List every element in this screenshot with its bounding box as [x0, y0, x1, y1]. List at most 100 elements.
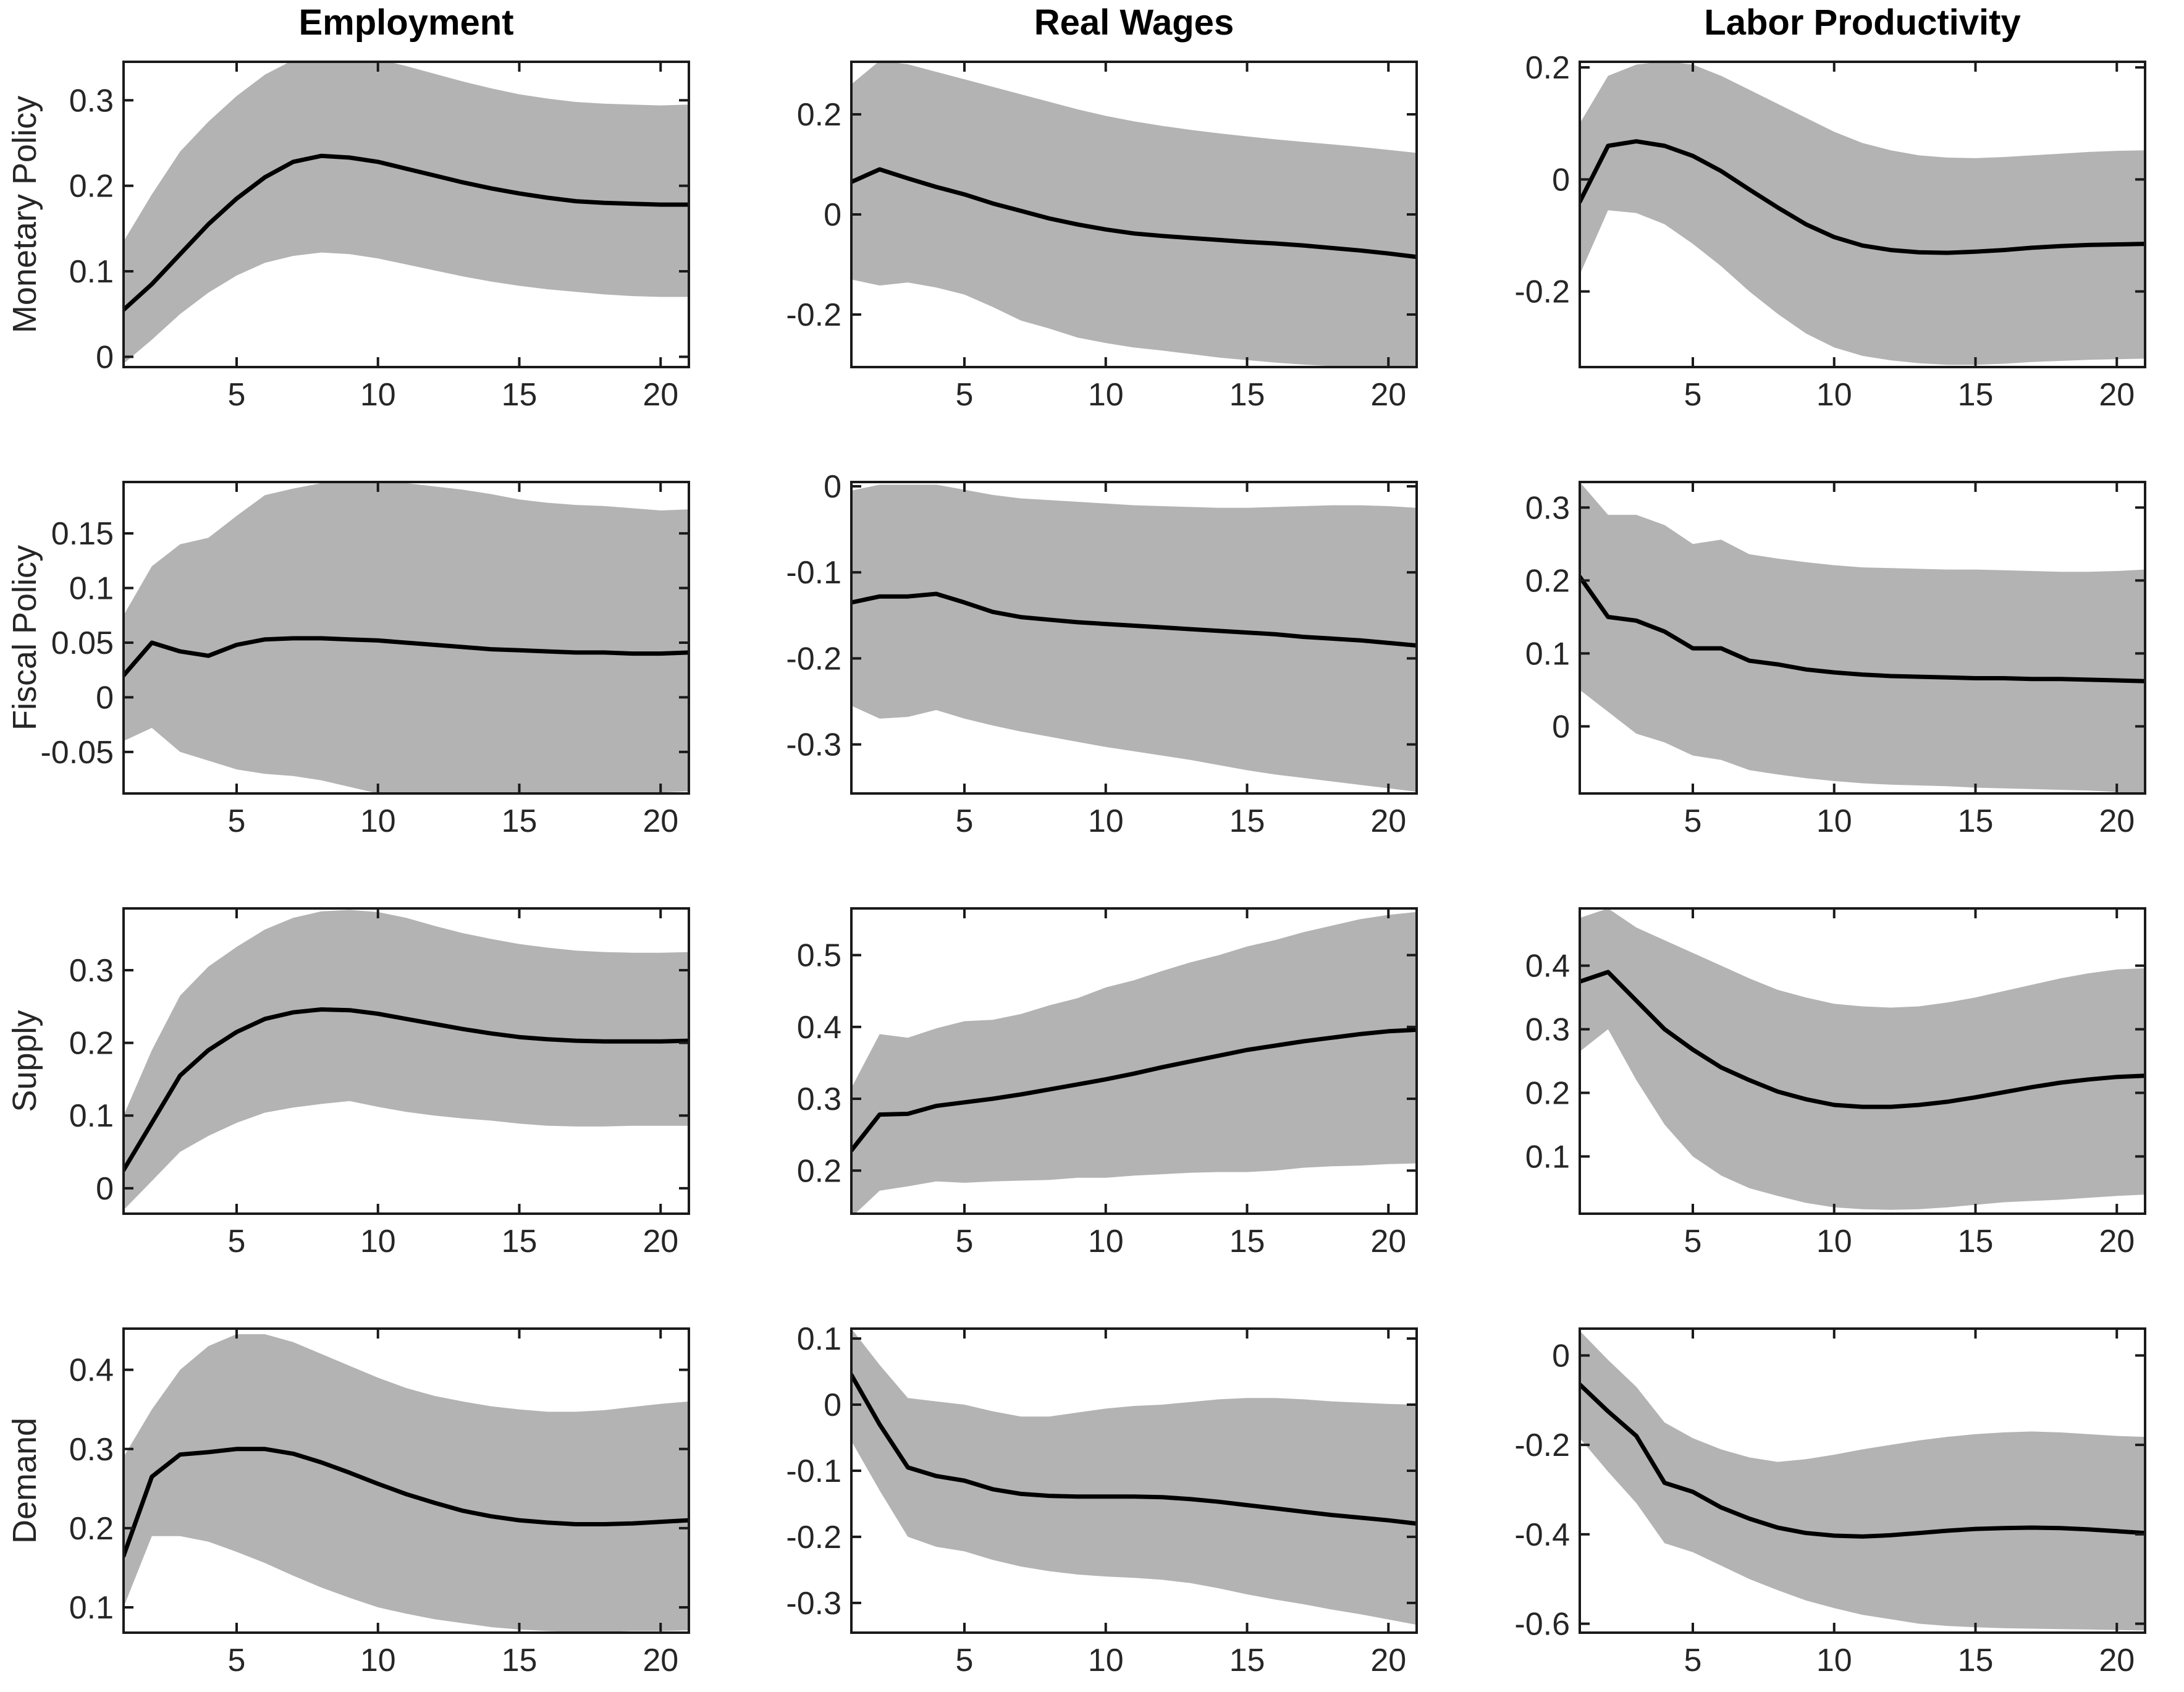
y-axis-tick-label: 0.1	[69, 571, 114, 607]
median-line	[851, 167, 1417, 260]
y-axis-tick-label: -0.3	[786, 1586, 841, 1622]
confidence-band	[124, 1334, 689, 1632]
panel-monetary-policy-labor-productivity: 5 10 15 20 -0.2 0 0.2 Labor Productivity	[1456, 0, 2184, 426]
y-axis-tick-label: 0	[96, 1171, 114, 1207]
x-axis-tick-label: 10	[1816, 803, 1852, 839]
panel-demand-labor-productivity: 5 10 15 20 -0.6 -0.4 -0.2 0	[1456, 1273, 2184, 1692]
axis-box	[1579, 907, 2146, 1215]
y-axis-tick-label: 0.2	[69, 169, 114, 205]
x-axis-tick-label: 20	[1370, 1224, 1406, 1259]
x-axis-tick-label: 5	[956, 1643, 974, 1678]
x-axis-tick-label: 15	[502, 377, 538, 413]
y-axis-tick-label: 0.05	[51, 625, 114, 661]
x-axis-tick-label: 20	[1370, 1643, 1406, 1678]
x-axis-tick-label: 5	[956, 803, 974, 839]
axis-box	[850, 1327, 1418, 1634]
x-axis-tick-label: 15	[1229, 377, 1265, 413]
median-line	[851, 1027, 1417, 1153]
axis-box	[122, 1327, 690, 1634]
panel-monetary-policy-real-wages: 5 10 15 20 -0.2 0 0.2 Real Wages	[728, 0, 1456, 426]
axis-box	[1579, 481, 2146, 795]
median-line	[1580, 970, 2145, 1109]
y-axis-tick-label: 0.3	[69, 1432, 114, 1468]
x-axis-tick-label: 5	[228, 1224, 246, 1259]
row-label: Supply	[6, 1010, 43, 1112]
panel-fiscal-policy-labor-productivity: 5 10 15 20 0 0.1 0.2 0.3	[1456, 426, 2184, 853]
chart-demand-labor-productivity: 5 10 15 20 -0.6 -0.4 -0.2 0	[1514, 1327, 2146, 1678]
row-label: Demand	[6, 1418, 43, 1544]
x-axis-tick-label: 15	[1958, 803, 1994, 839]
chart-fiscal-policy-real-wages: 5 10 15 20 -0.3 -0.2 -0.1 0	[786, 469, 1418, 839]
x-axis-tick-label: 15	[502, 1643, 538, 1678]
chart-demand-real-wages: 5 10 15 20 -0.3 -0.2 -0.1 0 0.1	[786, 1321, 1418, 1678]
y-axis-tick-label: -0.05	[40, 735, 114, 771]
panel-monetary-policy-employment: 5 10 15 20 0 0.1 0.2 0.3 Employment Monetary Poli…	[0, 0, 728, 426]
y-axis-tick-label: 0.3	[69, 953, 114, 989]
y-axis-tick-label: -0.1	[786, 1453, 841, 1489]
x-axis-tick-label: 15	[1958, 1643, 1994, 1678]
y-axis-tick-label: 0.2	[1525, 50, 1570, 86]
y-axis-tick-label: 0.1	[1525, 1139, 1570, 1175]
confidence-band	[124, 910, 689, 1211]
column-title: Real Wages	[1034, 2, 1234, 43]
y-axis-tick-label: -0.2	[786, 641, 841, 677]
x-axis-tick-label: 5	[228, 803, 246, 839]
confidence-band	[124, 62, 689, 364]
y-axis-tick-label: 0.1	[1525, 636, 1570, 672]
y-axis-tick-label: 0.2	[797, 97, 841, 133]
median-line	[124, 636, 689, 678]
confidence-band	[1580, 908, 2145, 1210]
confidence-band	[1580, 62, 2145, 365]
row-label: Monetary Policy	[6, 96, 43, 333]
confidence-band	[124, 482, 689, 793]
y-axis-tick-label: 0	[1552, 1338, 1570, 1374]
x-axis-tick-label: 20	[2099, 377, 2135, 413]
x-axis-tick-label: 10	[1088, 377, 1124, 413]
chart-demand-employment: 5 10 15 20 0.1 0.2 0.3 0.4 Demand	[6, 1327, 690, 1678]
x-axis-tick-label: 20	[2099, 1224, 2135, 1259]
confidence-band	[1580, 1330, 2145, 1631]
median-line	[124, 153, 689, 312]
x-axis-tick-label: 20	[643, 803, 678, 839]
y-axis-tick-label: 0	[1552, 162, 1570, 198]
row-label: Fiscal Policy	[6, 545, 43, 730]
y-axis-tick-label: 0	[824, 1387, 841, 1423]
y-axis-tick-label: 0.1	[69, 1098, 114, 1134]
panel-supply-labor-productivity: 5 10 15 20 0.1 0.2 0.3 0.4	[1456, 853, 2184, 1273]
x-axis-tick-label: 10	[1088, 1643, 1124, 1678]
x-axis-tick-label: 10	[1816, 1224, 1852, 1259]
confidence-band	[1580, 482, 2145, 793]
y-axis-tick-label: 0.2	[69, 1026, 114, 1062]
y-axis-tick-label: 0.2	[1525, 563, 1570, 599]
y-axis-tick-label: 0.15	[51, 516, 114, 552]
x-axis-tick-label: 15	[1229, 803, 1265, 839]
x-axis-tick-label: 20	[643, 377, 678, 413]
y-axis-tick-label: 0	[824, 469, 841, 505]
median-line	[124, 1007, 689, 1172]
y-axis-tick-label: -0.2	[1514, 1428, 1570, 1463]
x-axis-tick-label: 10	[1816, 377, 1852, 413]
axis-box	[122, 61, 690, 368]
y-axis-tick-label: 0.2	[797, 1153, 841, 1189]
x-axis-tick-label: 20	[2099, 1643, 2135, 1678]
panel-demand-employment: 5 10 15 20 0.1 0.2 0.3 0.4 Demand	[0, 1273, 728, 1692]
confidence-band	[851, 62, 1417, 367]
y-axis-tick-label: 0.1	[69, 254, 114, 290]
y-axis-tick-label: 0.3	[1525, 490, 1570, 526]
column-title: Employment	[298, 2, 513, 43]
median-line	[1580, 139, 2145, 255]
y-axis-tick-label: 0.3	[797, 1081, 841, 1117]
panel-fiscal-policy-employment: 5 10 15 20 -0.05 0 0.05 0.1 0.15 Fiscal Policy	[0, 426, 728, 853]
x-axis-tick-label: 15	[1958, 1224, 1994, 1259]
y-axis-tick-label: -0.6	[1514, 1607, 1570, 1643]
axis-box	[1579, 61, 2146, 368]
x-axis-tick-label: 15	[1229, 1224, 1265, 1259]
x-axis-tick-label: 10	[360, 1643, 396, 1678]
x-axis-tick-label: 15	[1958, 377, 1994, 413]
y-axis-tick-label: 0	[96, 680, 114, 716]
y-axis-tick-label: 0.1	[797, 1321, 841, 1357]
column-title: Labor Productivity	[1704, 2, 2020, 43]
y-axis-tick-label: 0.3	[69, 83, 114, 119]
x-axis-tick-label: 10	[360, 377, 396, 413]
